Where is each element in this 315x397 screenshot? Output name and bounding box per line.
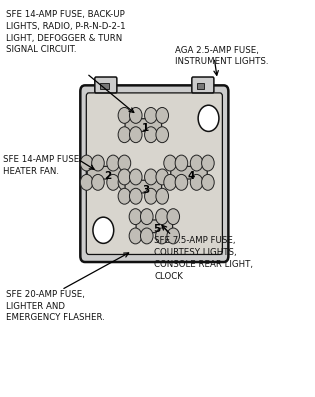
Circle shape bbox=[129, 209, 142, 225]
FancyBboxPatch shape bbox=[100, 83, 109, 89]
Circle shape bbox=[118, 188, 131, 204]
Circle shape bbox=[190, 155, 203, 171]
FancyBboxPatch shape bbox=[86, 93, 222, 254]
FancyBboxPatch shape bbox=[197, 83, 204, 89]
FancyBboxPatch shape bbox=[125, 119, 162, 131]
Circle shape bbox=[129, 108, 142, 123]
FancyBboxPatch shape bbox=[95, 77, 117, 93]
Circle shape bbox=[80, 174, 93, 190]
Circle shape bbox=[92, 155, 104, 171]
Circle shape bbox=[118, 174, 131, 190]
Circle shape bbox=[156, 209, 168, 225]
Circle shape bbox=[118, 169, 131, 185]
Text: 4: 4 bbox=[188, 171, 195, 181]
Circle shape bbox=[92, 174, 104, 190]
Circle shape bbox=[164, 174, 176, 190]
Circle shape bbox=[107, 174, 119, 190]
Circle shape bbox=[145, 188, 157, 204]
Circle shape bbox=[107, 155, 119, 171]
Circle shape bbox=[156, 127, 169, 143]
Text: SFE 14-AMP FUSE,
HEATER FAN.: SFE 14-AMP FUSE, HEATER FAN. bbox=[3, 155, 82, 175]
Circle shape bbox=[145, 169, 157, 185]
FancyBboxPatch shape bbox=[80, 85, 228, 262]
Text: AGA 2.5-AMP FUSE,
INSTRUMENT LIGHTS.: AGA 2.5-AMP FUSE, INSTRUMENT LIGHTS. bbox=[175, 46, 268, 66]
Text: SFE 7.5-AMP FUSE,
COURTESY LIGHTS,
CONSOLE REAR LIGHT,
CLOCK: SFE 7.5-AMP FUSE, COURTESY LIGHTS, CONSO… bbox=[154, 236, 253, 281]
Circle shape bbox=[118, 108, 131, 123]
FancyBboxPatch shape bbox=[171, 166, 207, 179]
Circle shape bbox=[167, 228, 180, 244]
Circle shape bbox=[156, 169, 169, 185]
Circle shape bbox=[93, 217, 114, 243]
Circle shape bbox=[118, 127, 131, 143]
Circle shape bbox=[156, 228, 168, 244]
Circle shape bbox=[198, 105, 219, 131]
Circle shape bbox=[175, 174, 188, 190]
Circle shape bbox=[175, 155, 188, 171]
Circle shape bbox=[145, 127, 157, 143]
Circle shape bbox=[129, 169, 142, 185]
Circle shape bbox=[164, 155, 176, 171]
Circle shape bbox=[156, 188, 169, 204]
Text: 1: 1 bbox=[142, 123, 150, 133]
FancyBboxPatch shape bbox=[125, 180, 162, 193]
Circle shape bbox=[167, 209, 180, 225]
Text: 2: 2 bbox=[104, 171, 112, 181]
Text: 5: 5 bbox=[153, 224, 161, 235]
Circle shape bbox=[129, 188, 142, 204]
Circle shape bbox=[80, 155, 93, 171]
Circle shape bbox=[190, 174, 203, 190]
Circle shape bbox=[156, 108, 169, 123]
Circle shape bbox=[118, 155, 131, 171]
FancyBboxPatch shape bbox=[87, 166, 124, 179]
Circle shape bbox=[140, 209, 153, 225]
Circle shape bbox=[129, 127, 142, 143]
Circle shape bbox=[140, 228, 153, 244]
Text: 3: 3 bbox=[142, 185, 150, 195]
FancyBboxPatch shape bbox=[136, 220, 173, 233]
Circle shape bbox=[129, 228, 142, 244]
FancyBboxPatch shape bbox=[192, 77, 214, 93]
Circle shape bbox=[145, 108, 157, 123]
Circle shape bbox=[202, 155, 214, 171]
Circle shape bbox=[202, 174, 214, 190]
Text: SFE 20-AMP FUSE,
LIGHTER AND
EMERGENCY FLASHER.: SFE 20-AMP FUSE, LIGHTER AND EMERGENCY F… bbox=[6, 290, 105, 322]
Text: SFE 14-AMP FUSE, BACK-UP
LIGHTS, RADIO, P-R-N-D-2-1
LIGHT, DEFOGGER & TURN
SIGNA: SFE 14-AMP FUSE, BACK-UP LIGHTS, RADIO, … bbox=[6, 10, 126, 54]
